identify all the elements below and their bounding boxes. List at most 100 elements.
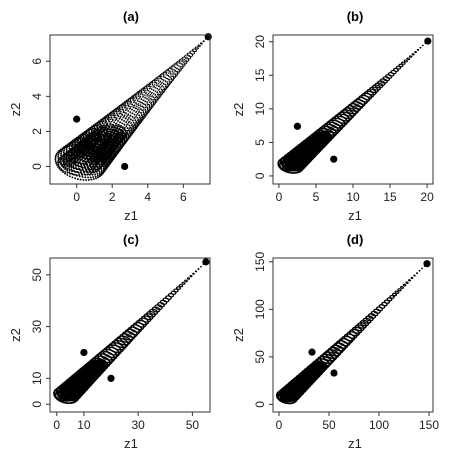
data-point: [121, 145, 124, 147]
data-point: [77, 137, 80, 140]
data-point: [117, 106, 119, 108]
data-point: [181, 59, 183, 61]
data-point: [68, 166, 71, 169]
data-point: [122, 129, 124, 132]
highlight-point: [73, 115, 81, 123]
data-point: [150, 95, 152, 98]
data-point: [185, 61, 187, 63]
data-point: [124, 103, 126, 106]
data-point: [155, 77, 158, 79]
y-tick-label: 4: [30, 93, 44, 100]
data-point: [186, 58, 188, 60]
data-point: [131, 132, 133, 135]
data-point: [99, 123, 101, 126]
data-point: [87, 158, 90, 161]
data-point: [160, 91, 163, 93]
data-point: [146, 111, 149, 113]
data-point: [125, 120, 128, 123]
data-point: [166, 85, 168, 88]
data-point: [125, 136, 128, 139]
data-point: [132, 105, 134, 107]
data-point: [54, 158, 57, 161]
data-point: [112, 142, 114, 145]
data-point: [175, 70, 177, 73]
data-point: [118, 112, 121, 115]
data-point: [191, 53, 193, 55]
data-point: [96, 173, 99, 175]
data-point: [105, 116, 107, 119]
data-point: [319, 149, 321, 152]
data-point: [166, 83, 169, 86]
data-point: [96, 134, 99, 137]
data-point: [88, 129, 90, 132]
data-point: [133, 126, 135, 129]
data-point: [181, 66, 183, 68]
data-point: [162, 88, 165, 91]
data-point: [124, 105, 126, 108]
data-point: [164, 83, 167, 86]
data-point: [82, 135, 85, 138]
data-point: [164, 88, 166, 90]
data-point: [82, 178, 85, 181]
data-point: [136, 108, 139, 111]
data-point: [117, 115, 120, 118]
data-point: [102, 168, 105, 171]
data-point: [70, 151, 73, 154]
data-point: [90, 178, 93, 181]
data-point: [75, 161, 78, 164]
data-point: [79, 165, 82, 168]
data-point: [148, 101, 150, 103]
data-point: [77, 171, 80, 174]
data-point: [167, 85, 170, 87]
data-point: [75, 153, 78, 156]
data-point: [148, 98, 150, 100]
data-point: [140, 90, 142, 93]
data-point: [123, 139, 126, 142]
data-point: [82, 145, 85, 148]
data-point: [69, 151, 72, 154]
data-point: [76, 164, 79, 167]
data-point: [76, 148, 79, 151]
data-point: [168, 71, 171, 73]
data-point: [173, 66, 176, 68]
data-point: [110, 135, 113, 138]
data-point: [173, 70, 175, 72]
data-point: [111, 152, 114, 155]
data-point: [115, 137, 118, 139]
data-point: [171, 74, 173, 76]
data-point: [140, 92, 143, 94]
data-point: [148, 106, 151, 108]
data-point: [129, 100, 132, 102]
data-point: [70, 164, 73, 166]
data-point: [86, 166, 89, 169]
data-point: [66, 171, 69, 174]
data-point: [91, 162, 93, 165]
data-point: [106, 133, 108, 136]
data-point: [127, 121, 130, 124]
data-point: [149, 82, 151, 84]
data-point: [93, 129, 96, 132]
data-point: [159, 83, 162, 86]
data-point: [144, 91, 146, 93]
data-point: [135, 126, 137, 128]
data-point: [113, 139, 116, 142]
data-point: [175, 64, 177, 66]
data-point: [99, 155, 102, 158]
data-point: [135, 110, 138, 113]
data-point: [121, 141, 124, 144]
data-point: [68, 152, 70, 155]
data-point: [114, 130, 117, 133]
data-point: [87, 178, 90, 181]
data-point: [119, 140, 121, 142]
data-point: [115, 109, 118, 111]
data-point: [64, 172, 67, 175]
data-point: [90, 130, 93, 133]
data-point: [64, 162, 67, 165]
data-point: [57, 157, 60, 160]
data-point: [171, 71, 174, 73]
data-point: [99, 120, 102, 123]
data-point: [183, 58, 186, 60]
data-point: [117, 120, 119, 122]
data-point: [178, 65, 180, 67]
data-point: [93, 171, 96, 174]
